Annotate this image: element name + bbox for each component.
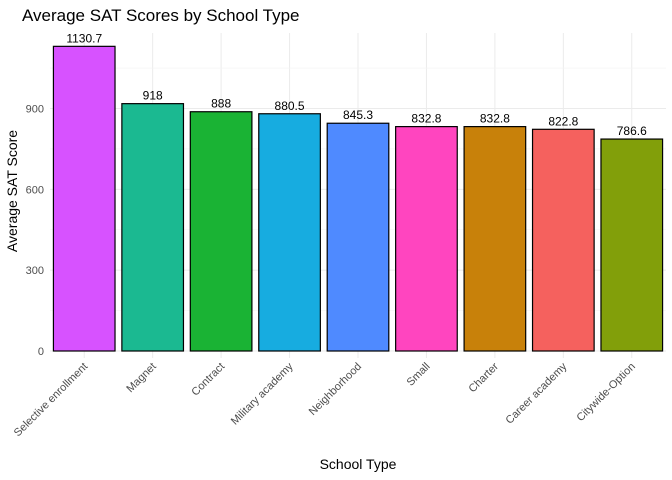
data-labels: 1130.7 918 888 880.5 845.3 832.8 832.8 822.8 786… (66, 31, 647, 138)
data-label: 845.3 (343, 108, 373, 122)
data-label: 1130.7 (66, 31, 102, 45)
data-label: 786.6 (617, 124, 647, 138)
x-tick-label: Charter (467, 360, 502, 395)
chart-title: Average SAT Scores by School Type (22, 6, 300, 25)
y-tick-label: 0 (38, 346, 44, 358)
x-tick-label: Small (405, 361, 433, 389)
bar (121, 103, 185, 352)
bar (52, 45, 116, 352)
x-axis-title: School Type (320, 456, 397, 472)
bar (531, 128, 595, 352)
bar (258, 113, 321, 352)
x-tick-label: Career academy (503, 360, 569, 426)
bar (189, 111, 253, 352)
y-axis-title: Average SAT Score (4, 130, 20, 252)
x-tick-label: Selective enrollment (12, 361, 91, 440)
data-label: 832.8 (411, 112, 441, 126)
y-tick-label: 600 (26, 184, 44, 196)
data-label: 918 (143, 89, 163, 103)
y-tick-label: 300 (26, 265, 44, 277)
y-tick-label: 900 (26, 104, 44, 116)
bar (326, 122, 390, 352)
x-tick-label: Neighborhood (307, 361, 364, 418)
bar (600, 138, 664, 352)
bar (395, 126, 458, 352)
y-tick-labels: 0 300 600 900 (26, 104, 44, 359)
data-label: 888 (211, 97, 231, 111)
x-tick-label: Citywide-Option (575, 361, 638, 424)
x-tick-label: Contract (189, 361, 227, 399)
bars (52, 45, 664, 352)
x-tick-label: Military academy (229, 360, 296, 427)
data-label: 880.5 (275, 99, 305, 113)
x-tick-label: Magnet (124, 361, 158, 395)
x-tick-labels: Selective enrollment Magnet Contract Milita… (12, 360, 638, 439)
bar (463, 126, 527, 352)
data-label: 822.8 (548, 114, 578, 128)
data-label: 832.8 (480, 112, 510, 126)
